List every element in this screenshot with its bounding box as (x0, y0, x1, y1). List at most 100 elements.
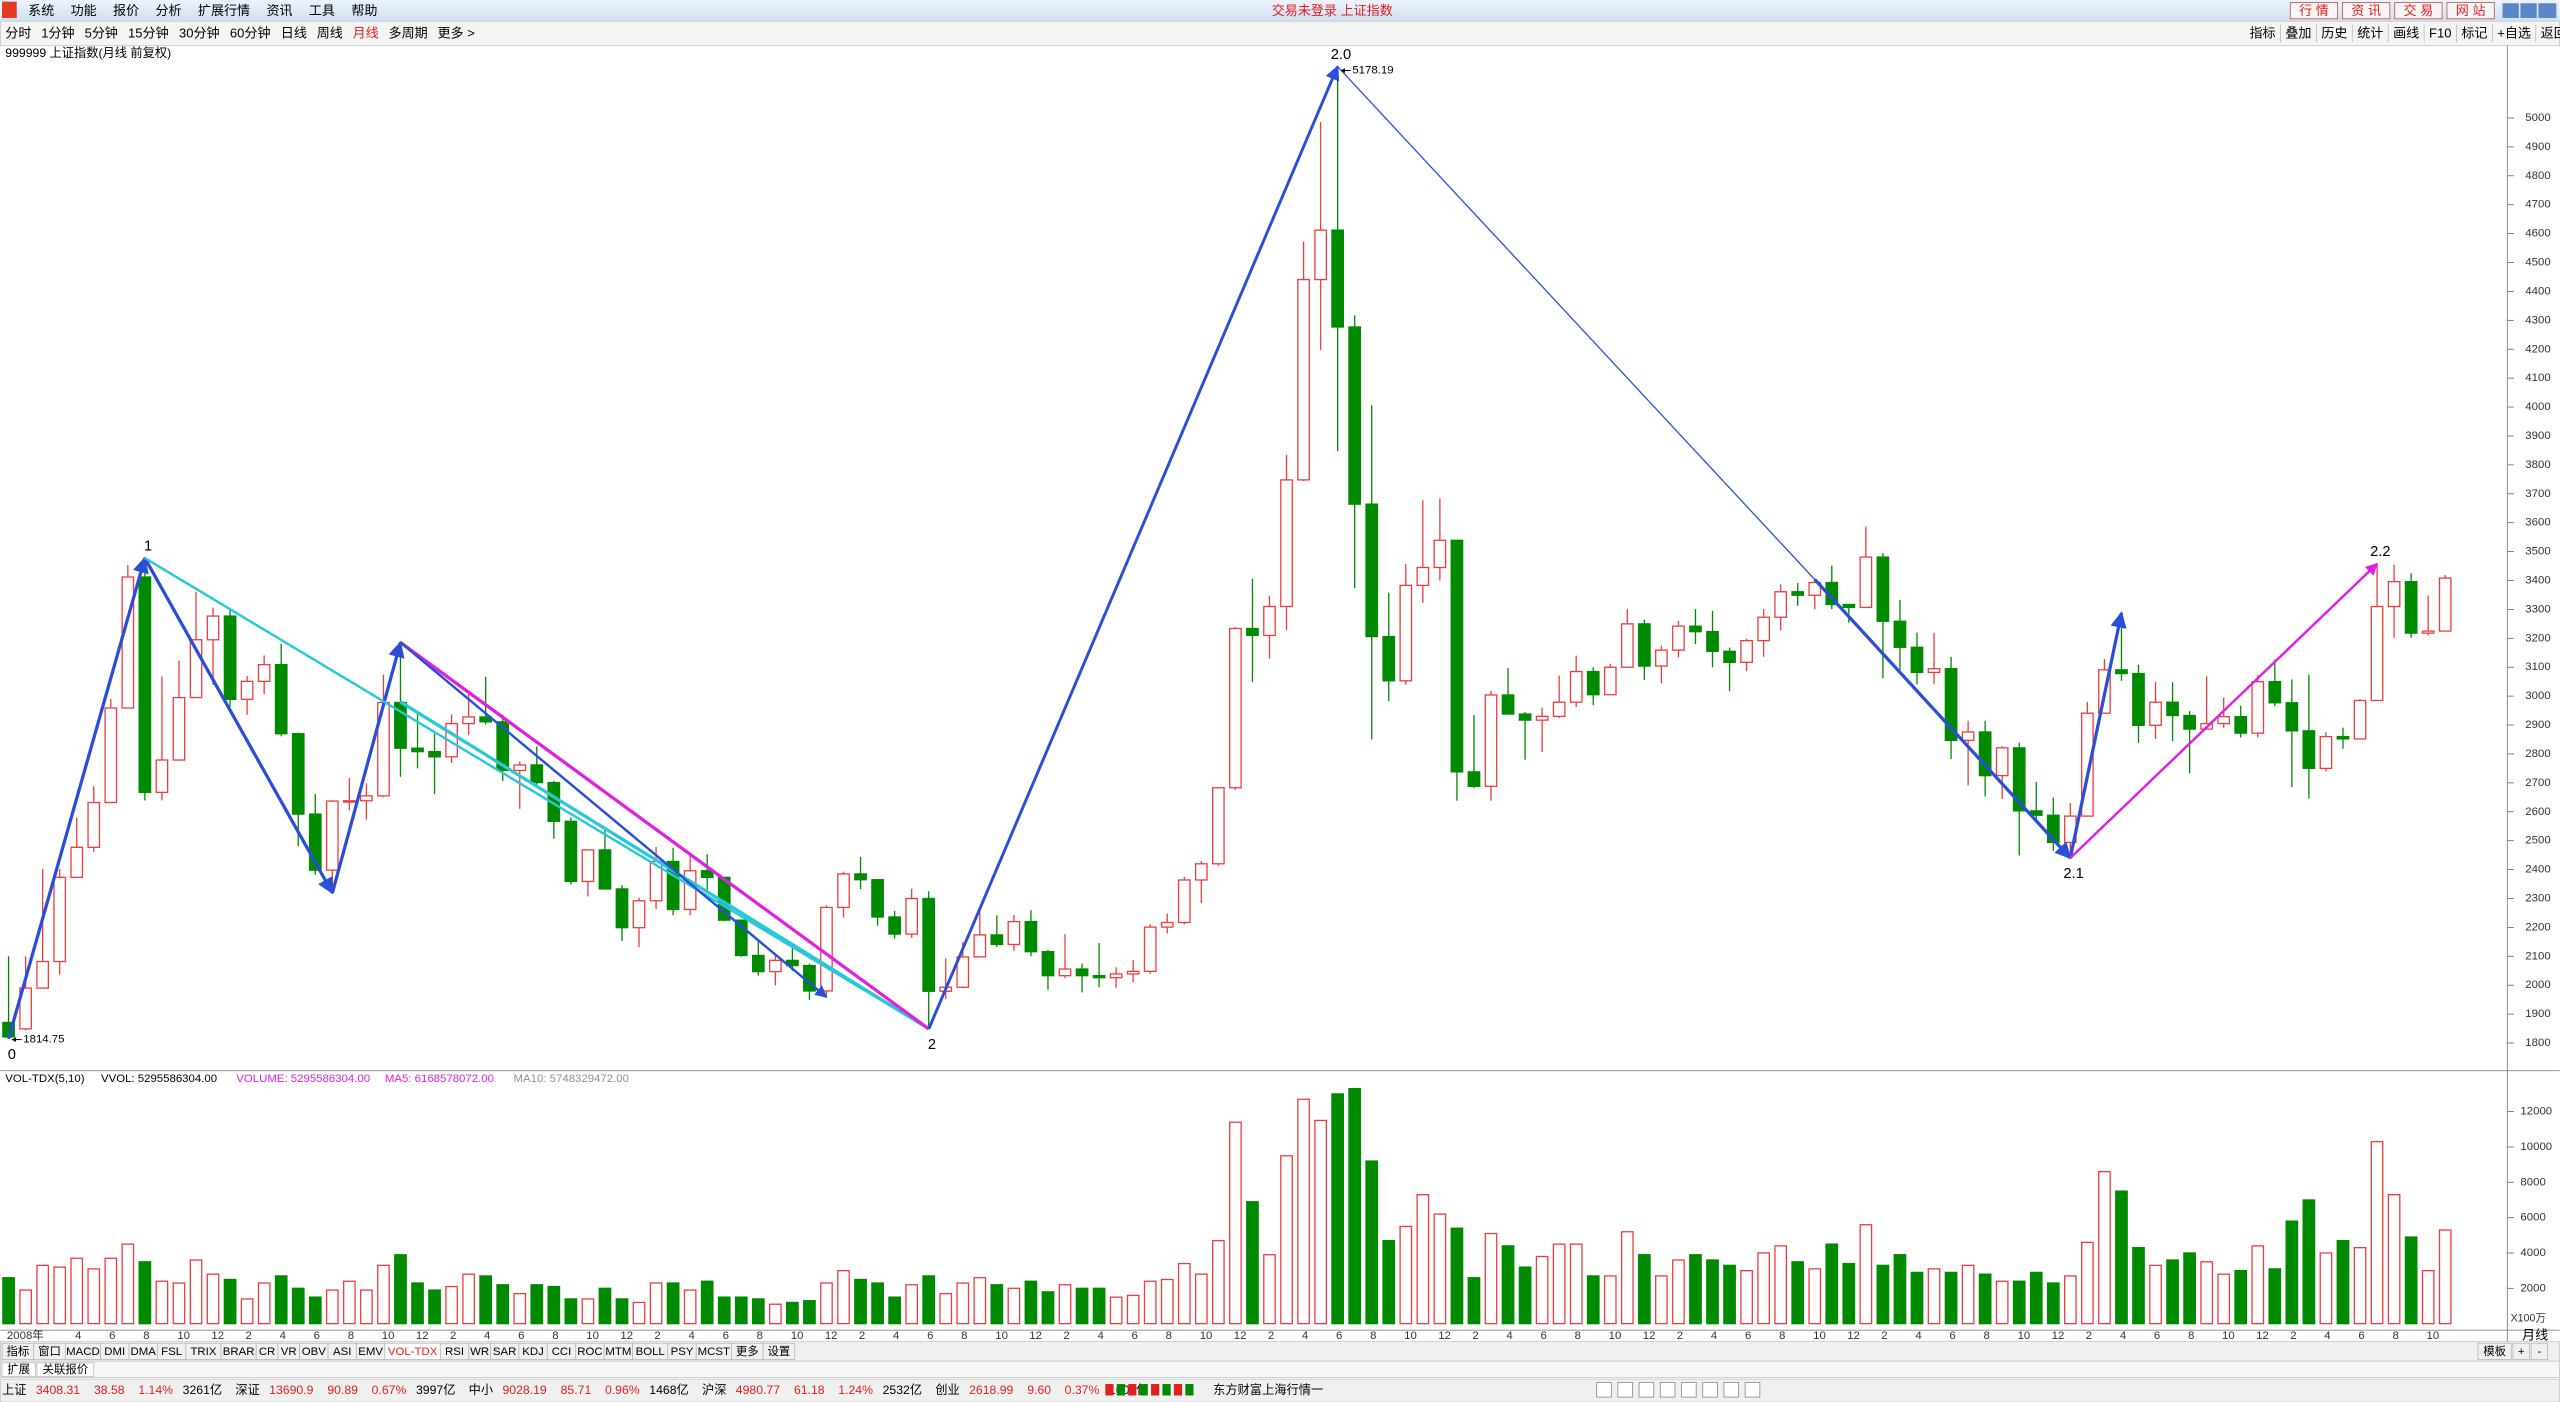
top-button[interactable] (2342, 2, 2391, 20)
toolbar-button[interactable]: 叠加 (2285, 26, 2311, 41)
wave-label: 2.0 (1331, 47, 1351, 63)
menu-item[interactable]: 扩展行情 (198, 3, 250, 18)
x-tick-label: 2 (2086, 1330, 2092, 1342)
wave-label: 1 (144, 538, 152, 554)
volume-header: VOLUME: 5295586304.00 (236, 1073, 370, 1085)
candle-body (360, 795, 373, 802)
toolbar-button[interactable]: 返回 (2541, 26, 2560, 41)
period-tab[interactable]: 1分钟 (41, 26, 74, 41)
candle-body (734, 919, 748, 957)
top-button[interactable] (2394, 2, 2443, 20)
toolbar (0, 20, 2560, 47)
indicator-tab-label: 更多 (736, 1344, 759, 1358)
menu-item[interactable]: 系统 (28, 3, 54, 18)
candle-body (2336, 735, 2350, 740)
chart-title: 999999 上证指数(月线 前复权) (5, 45, 171, 60)
x-tick-label: 8 (2188, 1330, 2194, 1342)
toolbar-button[interactable]: 指标 (2249, 26, 2275, 41)
bottom-tabbar (0, 1360, 2560, 1378)
tray-icon[interactable] (1596, 1382, 1612, 1398)
y-tick-label: 2200 (2525, 921, 2550, 933)
volume-bar (2029, 1271, 2043, 1325)
candle-body (1075, 968, 1089, 977)
indicator-tab-label: BRAR (223, 1346, 255, 1358)
period-tab[interactable]: 多周期 (389, 26, 428, 41)
volume-bar (1706, 1259, 1719, 1325)
status-pct: 1.24% (838, 1383, 873, 1397)
volume-bar (1450, 1227, 1464, 1325)
tray-icon[interactable] (1617, 1382, 1633, 1398)
period-tab[interactable]: 5分钟 (85, 26, 118, 41)
window-max[interactable] (2520, 3, 2537, 18)
y-tick-label: 4700 (2525, 199, 2550, 211)
toolbar-button[interactable]: 历史 (2321, 26, 2347, 41)
window-close[interactable] (2538, 3, 2557, 18)
x-tick-label: 8 (143, 1330, 149, 1342)
toolbar-button[interactable]: 统计 (2357, 26, 2383, 41)
volume-bar (291, 1287, 305, 1325)
candle-body (2353, 699, 2367, 740)
candle-body (53, 876, 67, 963)
menu-item[interactable]: 工具 (309, 3, 335, 18)
candle-body (1859, 556, 1873, 609)
volume-bar (479, 1275, 493, 1325)
template-tab[interactable] (2512, 1342, 2530, 1360)
status-change: 85.71 (561, 1383, 592, 1397)
toolbar-button[interactable]: 标记 (2461, 26, 2487, 41)
indicator-tab[interactable] (762, 1342, 796, 1360)
menu-item[interactable]: 功能 (71, 3, 97, 18)
candle-body (2046, 814, 2060, 844)
menu-item[interactable]: 报价 (113, 3, 139, 18)
period-tab[interactable]: 周线 (317, 26, 343, 41)
tray-icon[interactable] (1638, 1382, 1655, 1398)
menu-item[interactable]: 资讯 (266, 3, 292, 18)
tray-icon[interactable] (1702, 1382, 1718, 1398)
candle-body (1177, 879, 1191, 924)
candle-body (1637, 623, 1651, 667)
x-tick-label: 8 (1779, 1330, 1785, 1342)
tray-icon[interactable] (1744, 1382, 1761, 1398)
volume-bar (2404, 1236, 2418, 1325)
status-pct: 0.96% (605, 1383, 640, 1397)
volume-bar (1961, 1264, 1975, 1325)
candle-body (1024, 920, 1038, 953)
volume-bar (2149, 1264, 2162, 1325)
volume-bar (257, 1282, 271, 1325)
x-tick-label: 8 (757, 1330, 763, 1342)
toolbar-button[interactable]: 画线 (2393, 26, 2419, 41)
menu-item[interactable]: 分析 (155, 3, 181, 18)
tray-icon[interactable] (1723, 1382, 1740, 1398)
candle-body (1740, 639, 1753, 663)
y-tick-label: 4300 (2525, 314, 2550, 326)
toolbar-button[interactable]: F10 (2429, 26, 2451, 41)
period-tab[interactable]: 30分钟 (179, 26, 220, 41)
period-tab[interactable]: 60分钟 (230, 26, 271, 41)
status-price: 2618.99 (969, 1383, 1013, 1397)
period-tab[interactable]: 日线 (281, 26, 307, 41)
candle-body (666, 860, 680, 911)
menu-item[interactable]: 帮助 (351, 3, 377, 18)
tray-icon[interactable] (1659, 1382, 1676, 1398)
bottom-tab[interactable] (1, 1362, 36, 1378)
candle-body (1501, 694, 1515, 715)
status-amount: 2532亿 (883, 1382, 922, 1397)
period-tab[interactable]: 分时 (5, 26, 31, 41)
window-min[interactable] (2502, 3, 2519, 18)
top-button[interactable] (2446, 2, 2495, 20)
template-tab[interactable] (2477, 1342, 2512, 1360)
indicator-tab-label: SAR (493, 1346, 516, 1358)
period-tab[interactable]: 15分钟 (128, 26, 169, 41)
indicator-tab-label: 窗口 (38, 1344, 61, 1358)
tray-icon[interactable] (1681, 1382, 1697, 1398)
period-tab[interactable]: 更多 > (437, 26, 474, 41)
volume-bar (1757, 1252, 1770, 1325)
volume-bar (1007, 1287, 1021, 1325)
volume-bar (632, 1301, 646, 1325)
top-button[interactable] (2289, 2, 2339, 20)
candle-body (1944, 668, 1958, 742)
template-tab[interactable] (2530, 1342, 2549, 1360)
volume-bar (1927, 1268, 1941, 1325)
toolbar-button[interactable]: +自选 (2497, 26, 2531, 41)
period-tab[interactable]: 月线 (353, 26, 379, 41)
bottom-tab[interactable] (36, 1362, 95, 1378)
